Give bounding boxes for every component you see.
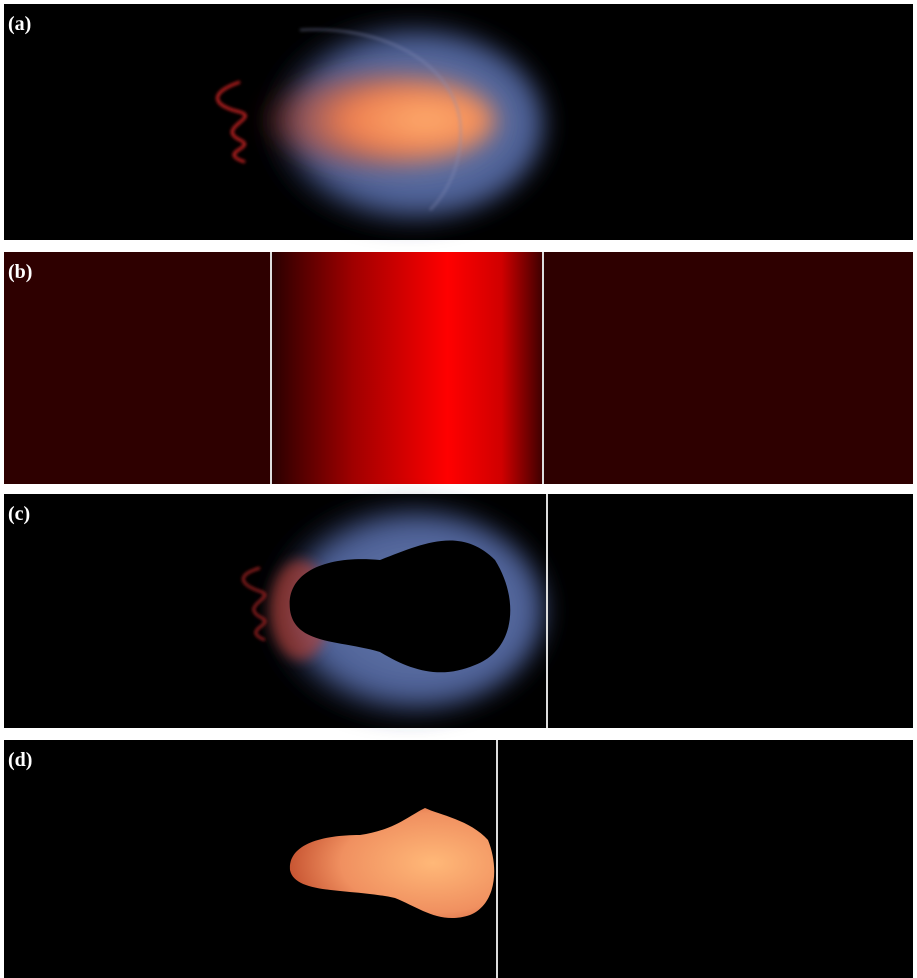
- panel-label: (b): [8, 261, 32, 283]
- red-band: [272, 252, 542, 484]
- panel-d: (d): [4, 740, 913, 978]
- panel-c: (c): [4, 494, 913, 728]
- figure: (a) (b) (c) (d): [0, 0, 917, 978]
- panel-label: (a): [8, 13, 31, 35]
- panel-label: (d): [8, 749, 32, 771]
- panel-label: (c): [8, 503, 30, 525]
- panel-a: (a): [4, 4, 913, 240]
- panel-b: (b): [4, 252, 913, 484]
